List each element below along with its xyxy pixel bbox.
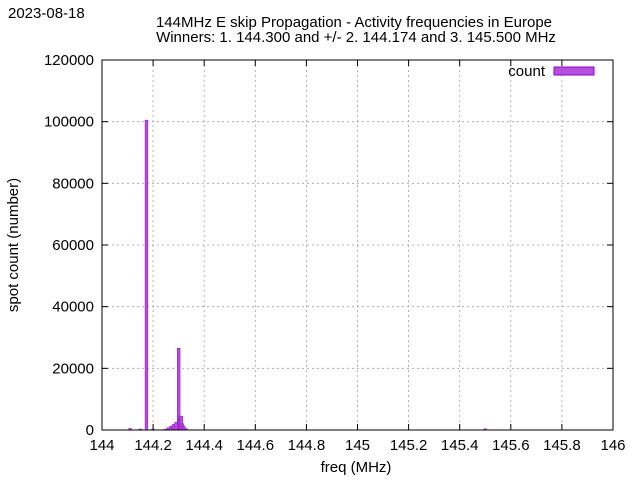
axes xyxy=(101,59,614,431)
x-tick-label: 144.2 xyxy=(134,437,172,454)
plot-border xyxy=(101,59,614,431)
y-axis-label: spot count (number) xyxy=(5,178,22,312)
x-tick-label: 145.4 xyxy=(441,437,479,454)
chart-title: 144MHz E skip Propagation - Activity fre… xyxy=(156,14,552,31)
y-tick-label: 60000 xyxy=(52,237,94,254)
x-tick-label: 144.6 xyxy=(237,437,275,454)
x-tick-label: 144 xyxy=(89,437,114,454)
y-tick-label: 20000 xyxy=(52,360,94,377)
legend-swatch xyxy=(553,66,595,76)
x-axis-label: freq (MHz) xyxy=(321,459,392,476)
legend: count xyxy=(508,63,595,80)
y-tick-label: 100000 xyxy=(44,114,94,131)
chart-subtitle: Winners: 1. 144.300 and +/- 2. 144.174 a… xyxy=(156,29,556,46)
bars xyxy=(128,119,487,431)
y-tick-label: 120000 xyxy=(44,52,94,69)
y-tick-label: 0 xyxy=(86,422,94,439)
date-label: 2023-08-18 xyxy=(8,5,85,22)
x-tick-label: 144.4 xyxy=(185,437,223,454)
y-tick-labels: 0 20000 40000 60000 80000 100000 120000 xyxy=(44,52,94,439)
x-tick-label: 145.8 xyxy=(543,437,581,454)
x-tick-label: 146 xyxy=(600,437,625,454)
x-tick-label: 144.8 xyxy=(288,437,326,454)
x-tick-label: 145.2 xyxy=(390,437,428,454)
x-tick-label: 145.6 xyxy=(492,437,530,454)
x-tick-label: 145 xyxy=(345,437,370,454)
y-tick-label: 40000 xyxy=(52,299,94,316)
legend-label: count xyxy=(508,63,546,80)
x-tick-labels: 144 144.2 144.4 144.6 144.8 145 145.2 145.4 145.… xyxy=(89,437,625,454)
y-tick-label: 80000 xyxy=(52,175,94,192)
grid-lines xyxy=(102,60,613,430)
bar xyxy=(144,119,149,431)
